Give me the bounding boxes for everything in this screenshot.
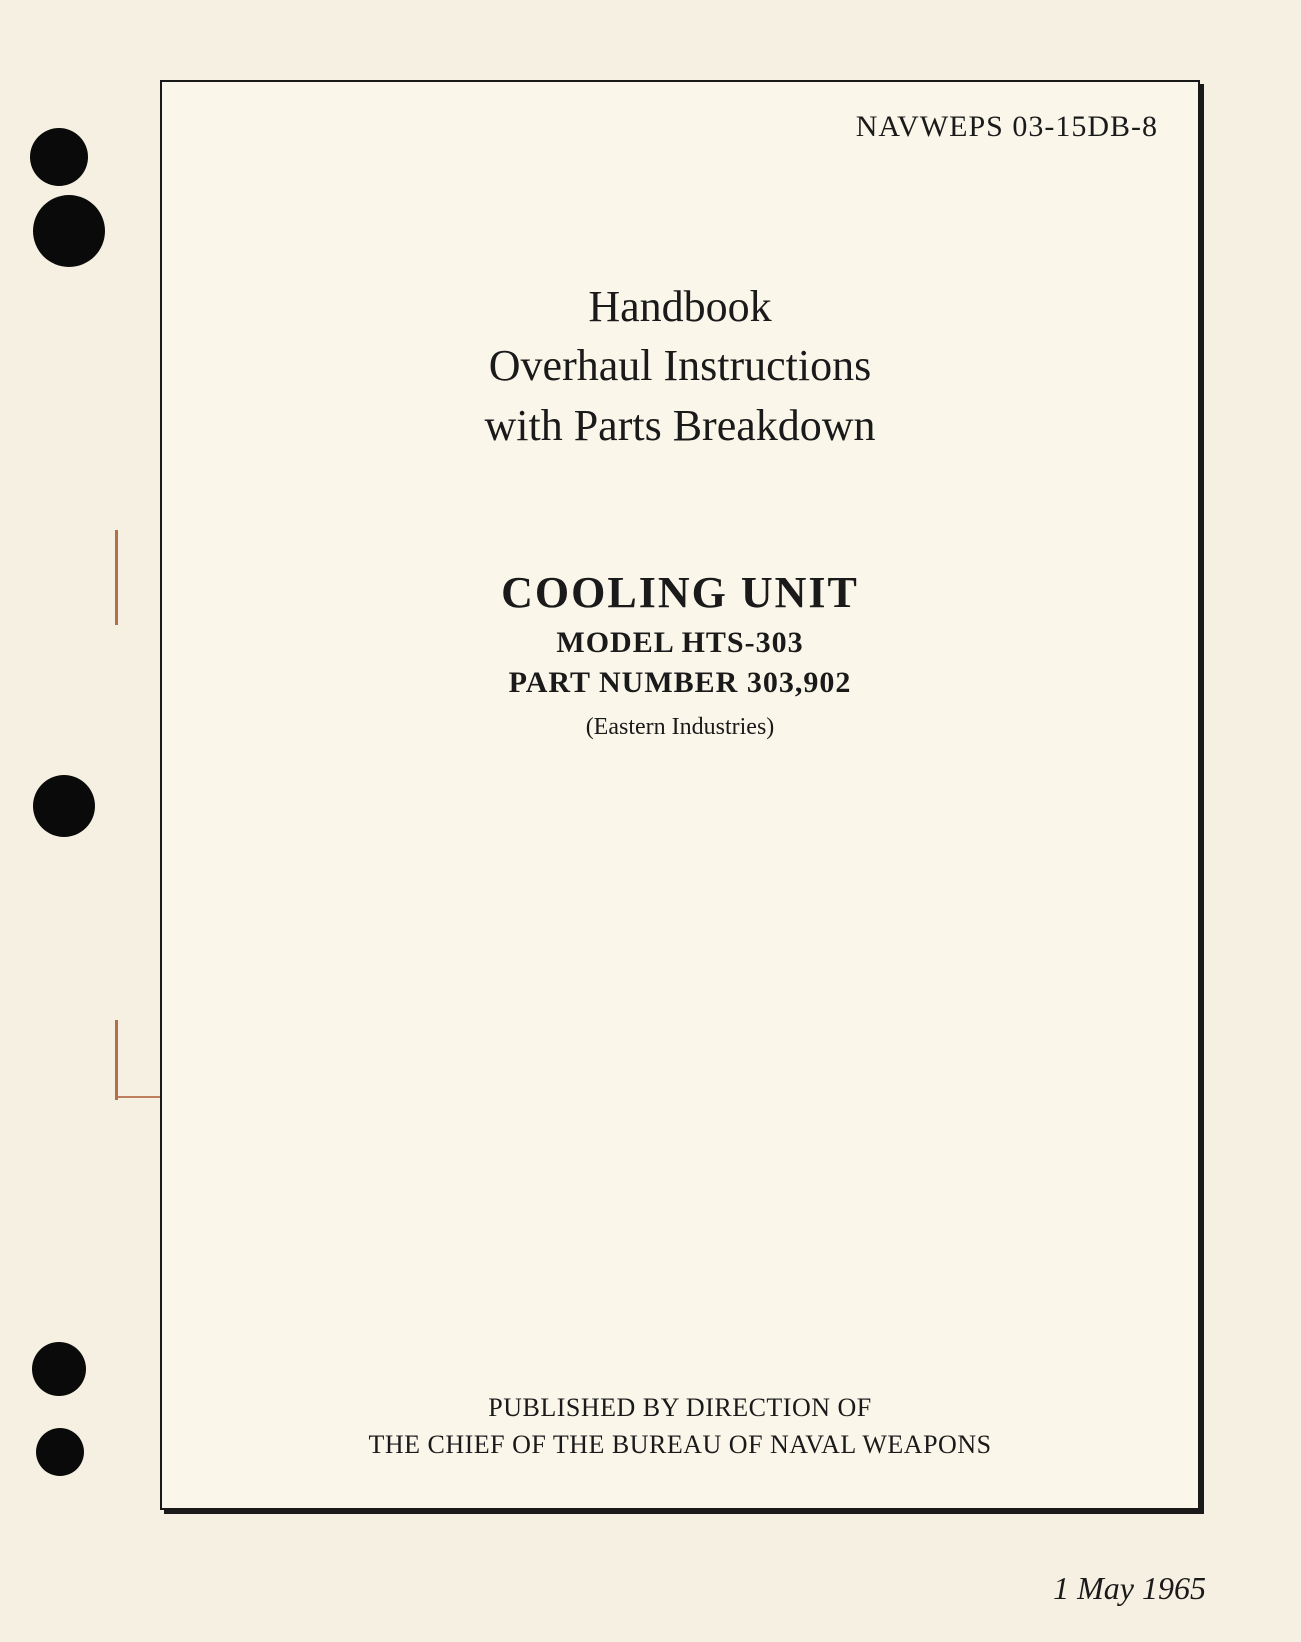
document-page: NAVWEPS 03-15DB-8 Handbook Overhaul Inst… [0,0,1301,1642]
title-line-1: Handbook [162,277,1198,336]
subject-part-number: PART NUMBER 303,902 [162,666,1198,700]
subject-title: COOLING UNIT [162,567,1198,618]
subject-model: MODEL HTS-303 [162,626,1198,660]
tear-mark [115,530,118,625]
content-frame: NAVWEPS 03-15DB-8 Handbook Overhaul Inst… [160,80,1200,1510]
binding-hole [33,775,95,837]
subject-block: COOLING UNIT MODEL HTS-303 PART NUMBER 3… [162,567,1198,741]
document-number: NAVWEPS 03-15DB-8 [856,110,1158,144]
subject-manufacturer: (Eastern Industries) [162,714,1198,741]
binding-hole [36,1428,84,1476]
binding-hole [33,195,105,267]
title-line-3: with Parts Breakdown [162,396,1198,455]
tear-mark [115,1020,118,1100]
binding-hole [32,1342,86,1396]
binding-hole [30,128,88,186]
title-block: Handbook Overhaul Instructions with Part… [162,277,1198,455]
title-line-2: Overhaul Instructions [162,336,1198,395]
publisher-block: PUBLISHED BY DIRECTION OF THE CHIEF OF T… [162,1390,1198,1463]
publisher-line-1: PUBLISHED BY DIRECTION OF [162,1390,1198,1426]
publication-date: 1 May 1965 [1053,1570,1206,1607]
publisher-line-2: THE CHIEF OF THE BUREAU OF NAVAL WEAPONS [162,1427,1198,1463]
